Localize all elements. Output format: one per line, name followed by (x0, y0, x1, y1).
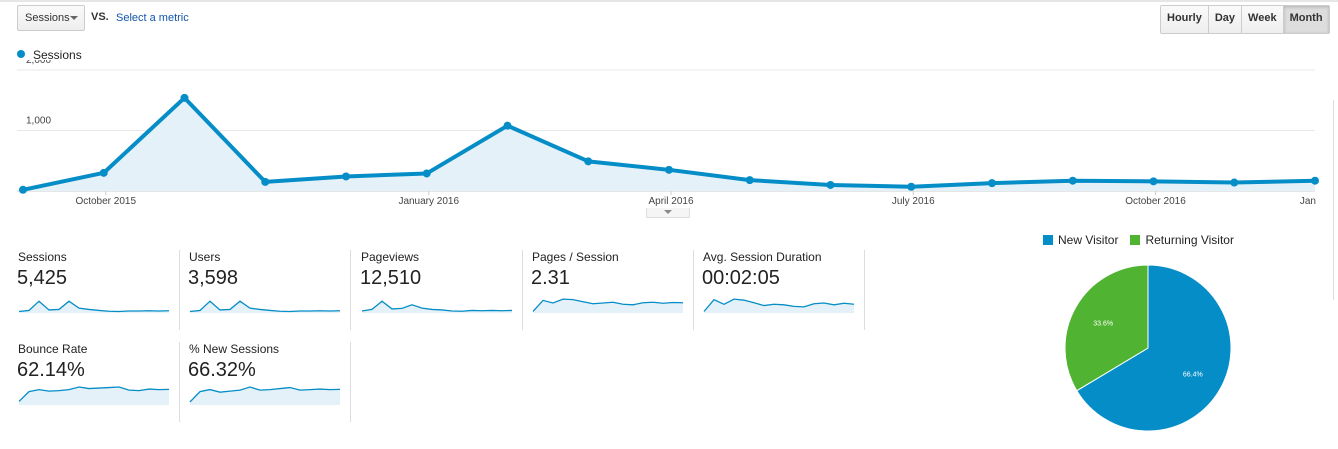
metric-card-avg-session-duration[interactable]: Avg. Session Duration 00:02:05 (702, 250, 865, 330)
sparkline (532, 298, 684, 313)
data-point (503, 121, 512, 130)
metric-value: 2.31 (531, 267, 570, 289)
scrollbar-edge (1333, 100, 1334, 300)
x-tick-label: January 2016 (398, 196, 459, 207)
data-point (99, 168, 108, 177)
sparkline (361, 300, 513, 313)
pie-data-label: 33.6% (1093, 321, 1113, 328)
data-point (422, 169, 431, 178)
metric-label: Pageviews (361, 250, 420, 264)
data-point (1068, 176, 1077, 185)
x-tick-label: October 2015 (75, 196, 136, 207)
pie-slice-returning-visitor (1064, 264, 1149, 392)
pie-legend-new-label: New Visitor (1058, 233, 1119, 247)
legend-sessions-label: Sessions (33, 48, 82, 62)
y-tick-label: 1,000 (26, 116, 51, 127)
granularity-hourly-button[interactable]: Hourly (1161, 6, 1209, 33)
pie-legend-new-visitor: New Visitor (1043, 233, 1118, 247)
pie-legend-returning-label: Returning Visitor (1145, 233, 1234, 247)
metric-card-pageviews[interactable]: Pageviews 12,510 (360, 250, 523, 330)
sparkline-area (704, 299, 854, 313)
metric-label: Avg. Session Duration (703, 250, 822, 264)
metric-card-sessions[interactable]: Sessions 5,425 (17, 250, 180, 330)
sessions-area (23, 97, 1315, 191)
sparkline-area (19, 387, 169, 405)
metric-card-bounce-rate[interactable]: Bounce Rate 62.14% (17, 342, 180, 422)
top-border (0, 0, 1338, 2)
metric-value: 5,425 (17, 267, 68, 289)
sparkline (703, 298, 855, 313)
data-point (1149, 177, 1158, 186)
triangle-down-icon (664, 210, 672, 214)
pie-legend-returning-visitor: Returning Visitor (1130, 233, 1234, 247)
select-metric-link[interactable]: Select a metric (116, 12, 189, 24)
y-tick-label: 2,000 (26, 60, 51, 66)
sparkline-line (532, 298, 684, 312)
data-point (180, 93, 189, 102)
data-point (988, 179, 996, 188)
sparkline-area (533, 299, 683, 313)
metric-card-users[interactable]: Users 3,598 (188, 250, 351, 330)
pie-slice-new-visitor (1076, 264, 1232, 432)
data-point (826, 180, 835, 189)
data-point (1230, 178, 1239, 187)
metric-value: 3,598 (188, 267, 239, 289)
data-point (19, 185, 27, 194)
metric-select-value: Sessions (25, 12, 70, 24)
metric-value: 62.14% (17, 359, 85, 381)
legend-swatch-icon (1130, 235, 1141, 245)
metric-label: Sessions (18, 250, 67, 264)
data-point (261, 177, 270, 186)
visitor-pie-chart: 66.4% 33.6% (1064, 264, 1232, 432)
sessions-line-chart: 2,000 1,000 October 2015 January 2016 April … (17, 60, 1319, 207)
metric-label: Bounce Rate (18, 342, 88, 356)
metric-value: 66.32% (188, 359, 256, 381)
granularity-toggle: Hourly Day Week Month (1160, 5, 1330, 34)
data-point (907, 182, 916, 191)
x-tick-label: Jan (1300, 196, 1316, 207)
data-point (745, 176, 754, 185)
x-tick-label: April 2016 (648, 196, 693, 207)
data-point (584, 157, 593, 166)
metric-select-dropdown[interactable]: Sessions (17, 5, 85, 31)
data-point (665, 165, 673, 174)
metric-label: Users (189, 250, 221, 264)
sparkline (18, 386, 170, 405)
granularity-week-button[interactable]: Week (1242, 6, 1284, 33)
data-point (1311, 176, 1319, 185)
sparkline-line (18, 386, 170, 402)
sparkline (189, 300, 341, 313)
sparkline (18, 300, 170, 313)
sparkline-line (18, 300, 170, 313)
sparkline-line (703, 298, 855, 312)
pie-data-label: 66.4% (1183, 371, 1203, 378)
chevron-down-icon (70, 16, 78, 20)
legend-swatch-icon (1043, 235, 1053, 245)
pie-legend: New Visitor Returning Visitor (1043, 233, 1234, 247)
sparkline-line (189, 300, 341, 313)
metric-value: 00:02:05 (702, 267, 780, 289)
x-tick-label: July 2016 (892, 196, 935, 207)
sparkline (189, 386, 341, 405)
chart-collapse-handle[interactable] (646, 208, 690, 218)
granularity-month-button[interactable]: Month (1283, 6, 1329, 33)
sparkline-area (362, 301, 512, 313)
metric-value: 12,510 (360, 267, 422, 289)
vs-label: VS. (91, 11, 109, 23)
metric-card--new-sessions[interactable]: % New Sessions 66.32% (188, 342, 351, 422)
x-tick-label: October 2016 (1125, 196, 1186, 207)
data-point (342, 172, 350, 181)
metric-card-pages-session[interactable]: Pages / Session 2.31 (531, 250, 694, 330)
main-chart-legend: Sessions (17, 48, 82, 62)
legend-dot-icon (17, 50, 25, 58)
metric-label: Pages / Session (532, 250, 619, 264)
sparkline-line (189, 386, 341, 403)
metric-label: % New Sessions (189, 342, 280, 356)
sparkline-line (361, 300, 513, 312)
granularity-day-button[interactable]: Day (1208, 6, 1243, 33)
